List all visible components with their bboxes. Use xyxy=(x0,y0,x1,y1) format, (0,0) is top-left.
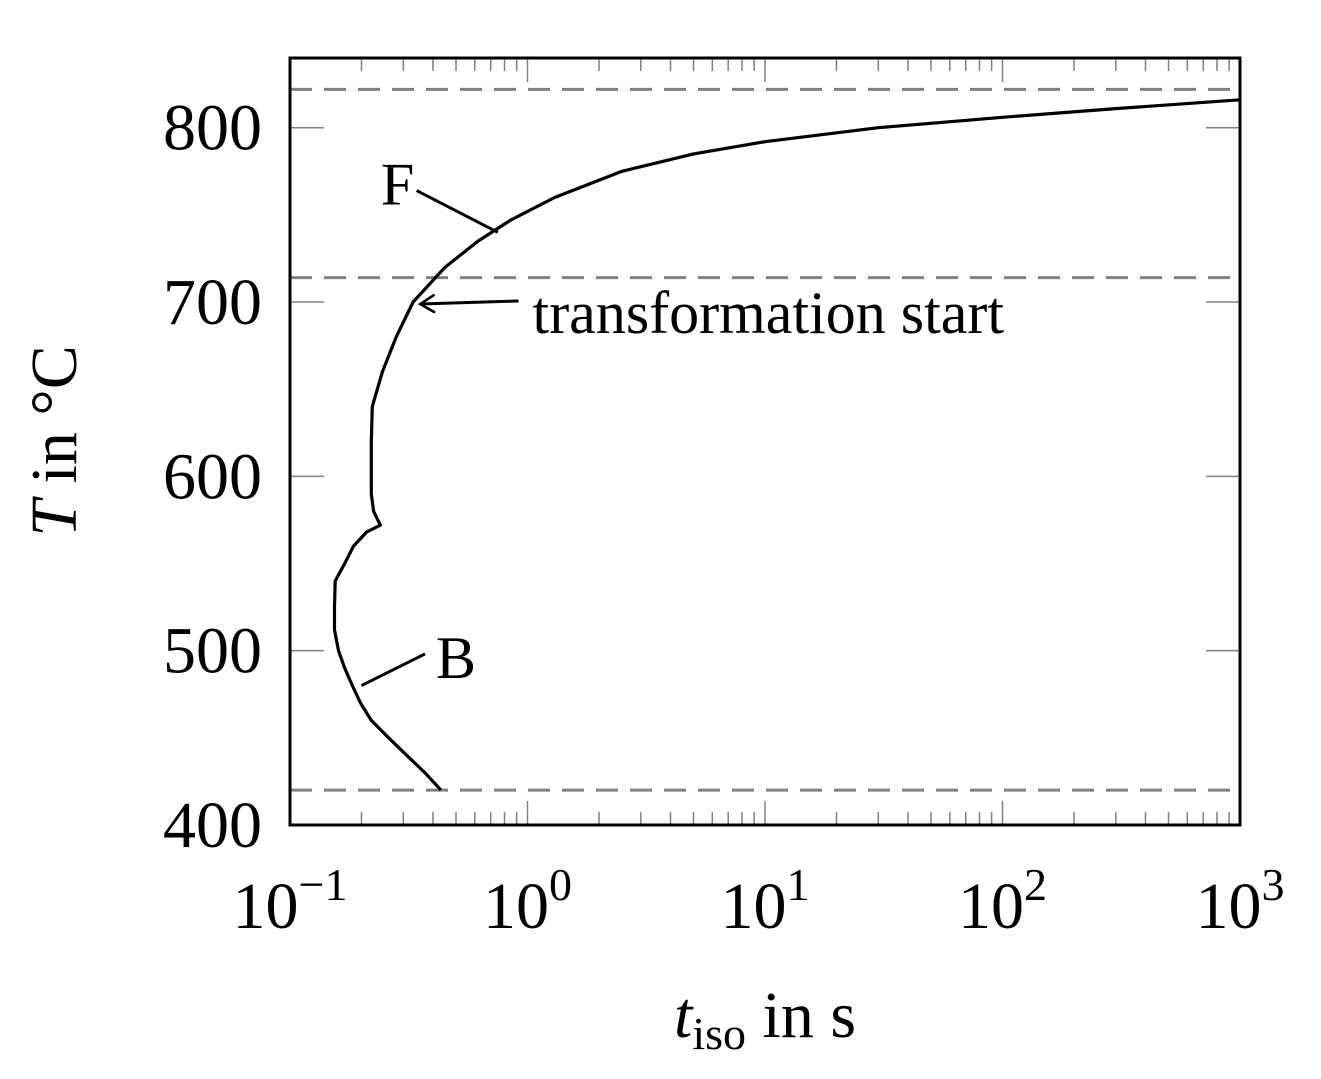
annotation-arrowhead xyxy=(417,294,436,314)
x-tick-label-exponent: 3 xyxy=(1262,859,1285,910)
x-tick-label: 103 xyxy=(1196,859,1285,943)
series-line xyxy=(332,98,1241,792)
plot-area-frame xyxy=(288,56,1242,827)
x-tick-label-exponent: −1 xyxy=(299,859,348,910)
annotation-label-f: F xyxy=(381,152,414,218)
annotation-arrow-line xyxy=(420,299,519,306)
x-tick-label: 101 xyxy=(721,859,810,943)
x-axis-label-subscript: iso xyxy=(692,1008,746,1059)
y-tick-label: 600 xyxy=(163,440,262,513)
axis-labels: tiso in s T in °C xyxy=(18,345,856,1059)
x-tick-label-base: 10 xyxy=(233,870,299,943)
x-tick-label-base: 10 xyxy=(958,870,1024,943)
x-tick-label: 10−1 xyxy=(233,859,348,943)
minor-tick-layer xyxy=(290,58,1240,825)
y-axis-label-variable: T xyxy=(18,496,91,537)
x-tick-label-base: 10 xyxy=(1196,870,1262,943)
x-tick-label-exponent: 2 xyxy=(1024,859,1047,910)
x-tick-label: 102 xyxy=(958,859,1047,943)
y-tick-label: 700 xyxy=(163,266,262,339)
annotation-label-transformation-start: transformation start xyxy=(533,280,1005,346)
x-tick-label-exponent: 1 xyxy=(787,859,810,910)
x-tick-label-base: 10 xyxy=(721,870,787,943)
x-tick-label-exponent: 0 xyxy=(549,859,572,910)
y-tick-label: 800 xyxy=(163,92,262,165)
annotation-label-b: B xyxy=(436,625,476,691)
series-layer xyxy=(332,98,1241,792)
x-tick-label: 100 xyxy=(483,859,572,943)
y-axis-label-unit: in °C xyxy=(18,345,91,500)
x-tick-labels: 10−1 100 101 102 103 xyxy=(233,859,1285,943)
x-axis-label-unit: in s xyxy=(746,979,856,1052)
x-tick-label-base: 10 xyxy=(483,870,549,943)
y-axis-label: T in °C xyxy=(18,345,91,536)
y-tick-labels: 400 500 600 700 800 xyxy=(163,92,262,862)
reference-lines xyxy=(290,87,1240,792)
y-tick-label: 400 xyxy=(163,789,262,862)
y-tick-label: 500 xyxy=(163,615,262,688)
x-axis-label-variable: t xyxy=(674,979,694,1052)
x-axis-label: tiso in s xyxy=(674,979,856,1059)
annotation-leader-b xyxy=(360,652,426,687)
annotation-leader-f xyxy=(415,189,499,234)
